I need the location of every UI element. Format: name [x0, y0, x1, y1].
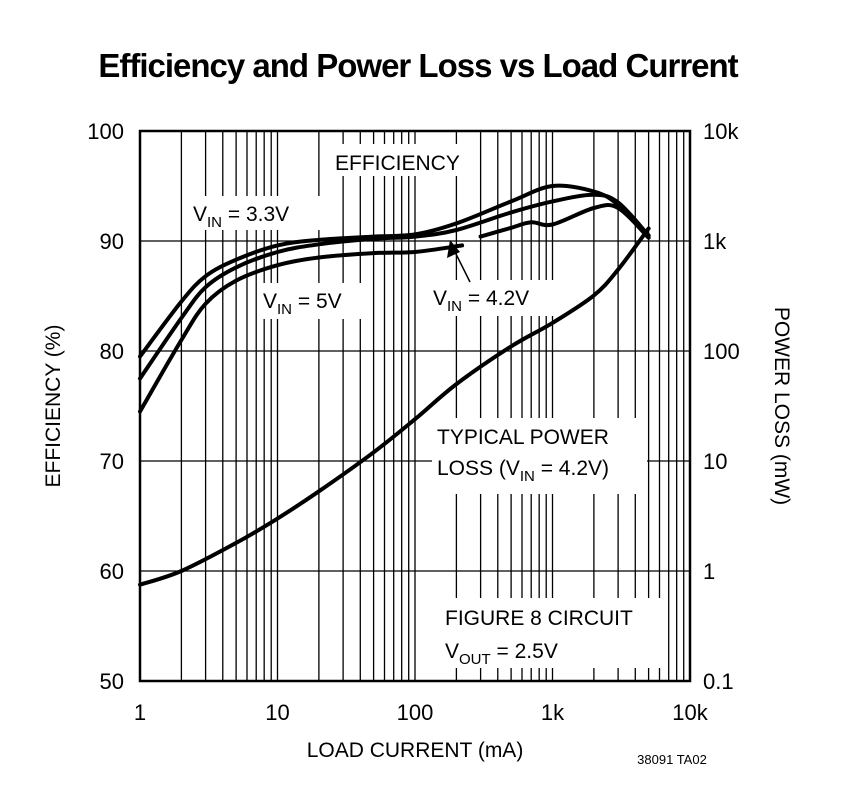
y-tick-label: 90	[100, 229, 124, 254]
y-tick-label: 50	[100, 669, 124, 694]
y-axis-label: EFFICIENCY (%)	[42, 325, 65, 488]
vin-3v3-label: VIN = 3.3V	[193, 203, 289, 231]
y2-axis-label: POWER LOSS (mW)	[770, 307, 793, 505]
x-axis-label: LOAD CURRENT (mA)	[307, 739, 524, 762]
annotations: EFFICIENCY VIN = 3.3V VIN = 5V VIN = 4.2…	[188, 144, 665, 668]
y-tick-label: 60	[100, 559, 124, 584]
vout-label: VOUT = 2.5V	[445, 640, 558, 668]
y-tick-label: 80	[100, 339, 124, 364]
x-tick-label: 1k	[541, 700, 565, 725]
vin-4v2-label: VIN = 4.2V	[433, 287, 529, 315]
plot-frame	[138, 129, 692, 683]
x-tick-label: 10	[265, 700, 289, 725]
figure-code: 38091 TA02	[637, 752, 707, 767]
y2-tick-label: 1k	[703, 229, 727, 254]
x-tick-label: 10k	[672, 700, 708, 725]
series-lines	[138, 183, 651, 587]
series-line-4	[138, 226, 651, 587]
x-tick-label: 1	[134, 700, 146, 725]
arrowhead-icon	[447, 240, 460, 258]
y-tick-label: 70	[100, 449, 124, 474]
x-tick-label: 100	[397, 700, 434, 725]
y2-tick-label: 0.1	[703, 669, 734, 694]
series-line-2	[138, 243, 465, 414]
series-line-1	[138, 192, 651, 381]
y2-tick-label: 1	[703, 559, 715, 584]
efficiency-label: EFFICIENCY	[335, 152, 460, 175]
series-line-3	[478, 203, 651, 240]
y2-tick-label: 10	[703, 449, 727, 474]
chart-title: Efficiency and Power Loss vs Load Curren…	[98, 47, 738, 84]
y2-tick-label: 10k	[703, 119, 739, 144]
figure-circuit-label: FIGURE 8 CIRCUIT	[445, 607, 633, 630]
power-loss-label-2: LOSS (VIN = 4.2V)	[437, 457, 609, 485]
tick-labels: 1 10 100 1k 10k 50 60 70 80 90 100 0.1 1 10 100 1k 10k	[87, 119, 739, 725]
vin-5v-label: VIN = 5V	[263, 290, 342, 318]
y-tick-label: 100	[87, 119, 124, 144]
power-loss-label-1: TYPICAL POWER	[437, 426, 609, 449]
y2-tick-label: 100	[703, 339, 740, 364]
